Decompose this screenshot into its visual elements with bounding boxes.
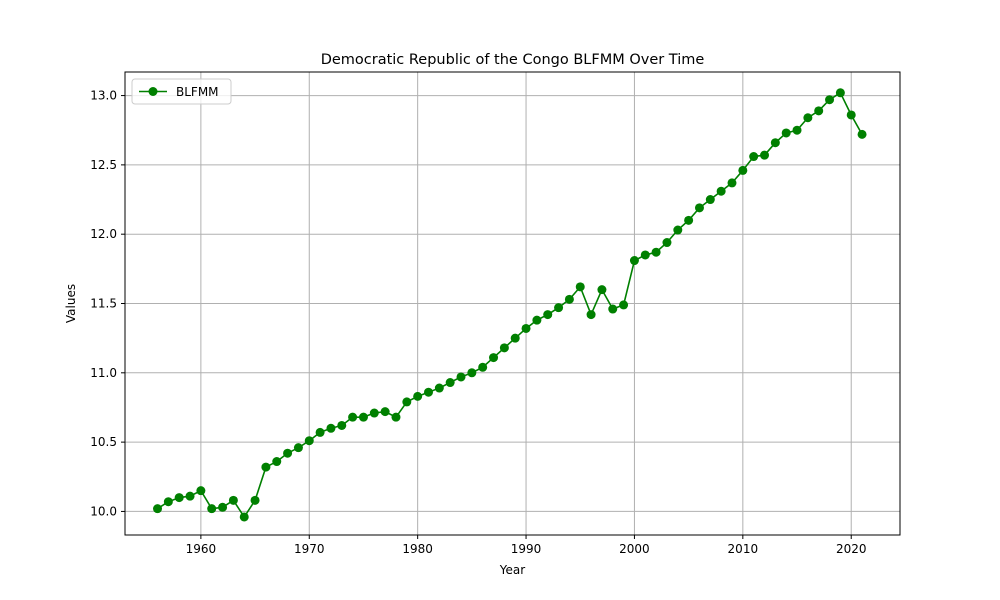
y-axis-label: Values xyxy=(64,284,78,323)
x-tick-label: 1970 xyxy=(294,542,325,556)
data-point xyxy=(348,412,358,422)
data-point xyxy=(684,215,694,225)
data-point xyxy=(250,495,260,505)
data-point xyxy=(532,315,542,325)
data-point xyxy=(608,304,618,314)
data-point xyxy=(770,138,780,148)
data-point xyxy=(694,203,704,213)
data-point xyxy=(554,303,564,313)
grid-lines xyxy=(125,72,900,535)
data-point xyxy=(478,362,488,372)
data-point xyxy=(673,225,683,235)
data-point xyxy=(337,420,347,430)
data-point xyxy=(239,512,249,522)
data-point xyxy=(814,106,824,116)
data-point xyxy=(749,152,759,162)
data-point xyxy=(521,323,531,333)
legend-box xyxy=(131,78,232,105)
series-layer xyxy=(153,88,867,522)
chart-title: Democratic Republic of the Congo BLFMM O… xyxy=(321,52,705,68)
legend: BLFMM xyxy=(131,78,232,105)
y-tick-label: 11.5 xyxy=(90,297,117,311)
x-tick-label: 1990 xyxy=(511,542,542,556)
y-tick-label: 13.0 xyxy=(90,89,117,103)
data-point xyxy=(846,110,856,120)
data-point xyxy=(174,493,184,503)
data-point xyxy=(781,128,791,138)
x-tick-label: 2020 xyxy=(836,542,867,556)
data-point xyxy=(597,285,607,295)
data-point xyxy=(456,372,466,382)
x-tick-label: 1980 xyxy=(402,542,433,556)
data-point xyxy=(564,294,574,304)
x-axis-label: Year xyxy=(499,563,525,577)
data-point xyxy=(510,333,520,343)
data-point xyxy=(434,383,444,393)
data-point xyxy=(792,125,802,135)
data-point xyxy=(304,436,314,446)
data-point xyxy=(391,412,401,422)
y-tick-label: 12.5 xyxy=(90,158,117,172)
data-point xyxy=(358,412,368,422)
data-point xyxy=(716,186,726,196)
data-point xyxy=(651,247,661,257)
data-point xyxy=(163,497,173,507)
legend-marker xyxy=(148,87,158,96)
data-point xyxy=(619,300,629,310)
data-point xyxy=(467,368,477,378)
data-point xyxy=(586,310,596,320)
data-point xyxy=(196,486,206,496)
y-tick-label: 10.5 xyxy=(90,435,117,449)
data-point xyxy=(207,504,217,514)
data-point xyxy=(738,165,748,175)
x-tick-label: 1960 xyxy=(186,542,217,556)
data-point xyxy=(261,462,271,472)
axis-ticks: 1960 1970 1980 1990 2000 2010 2020 10.0 10.5 11.0… xyxy=(90,89,866,556)
data-point xyxy=(857,129,867,139)
data-point xyxy=(629,256,639,266)
data-point xyxy=(380,407,390,417)
data-point xyxy=(662,238,672,248)
data-point xyxy=(423,387,433,397)
data-point xyxy=(705,195,715,205)
y-tick-label: 10.0 xyxy=(90,504,117,518)
data-point xyxy=(228,495,238,505)
data-point xyxy=(640,250,650,260)
data-point xyxy=(218,502,228,512)
data-point xyxy=(272,457,282,467)
x-tick-label: 2000 xyxy=(619,542,650,556)
data-point xyxy=(185,491,195,501)
data-point xyxy=(402,397,412,407)
data-point xyxy=(369,408,379,418)
data-point xyxy=(825,95,835,105)
data-point xyxy=(499,343,509,353)
data-point xyxy=(803,113,813,123)
data-point xyxy=(315,427,325,437)
data-point xyxy=(489,353,499,363)
data-point xyxy=(835,88,845,98)
data-point xyxy=(445,378,455,388)
x-tick-label: 2010 xyxy=(728,542,759,556)
data-point xyxy=(575,282,585,292)
data-point xyxy=(727,178,737,188)
data-point xyxy=(326,423,336,433)
data-point xyxy=(760,150,770,160)
data-point xyxy=(153,504,163,514)
y-tick-label: 11.0 xyxy=(90,366,117,380)
y-tick-label: 12.0 xyxy=(90,227,117,241)
data-point xyxy=(293,443,303,453)
data-point xyxy=(543,310,553,320)
data-point xyxy=(413,391,423,401)
data-point xyxy=(283,448,293,458)
legend-label: BLFMM xyxy=(176,85,219,99)
